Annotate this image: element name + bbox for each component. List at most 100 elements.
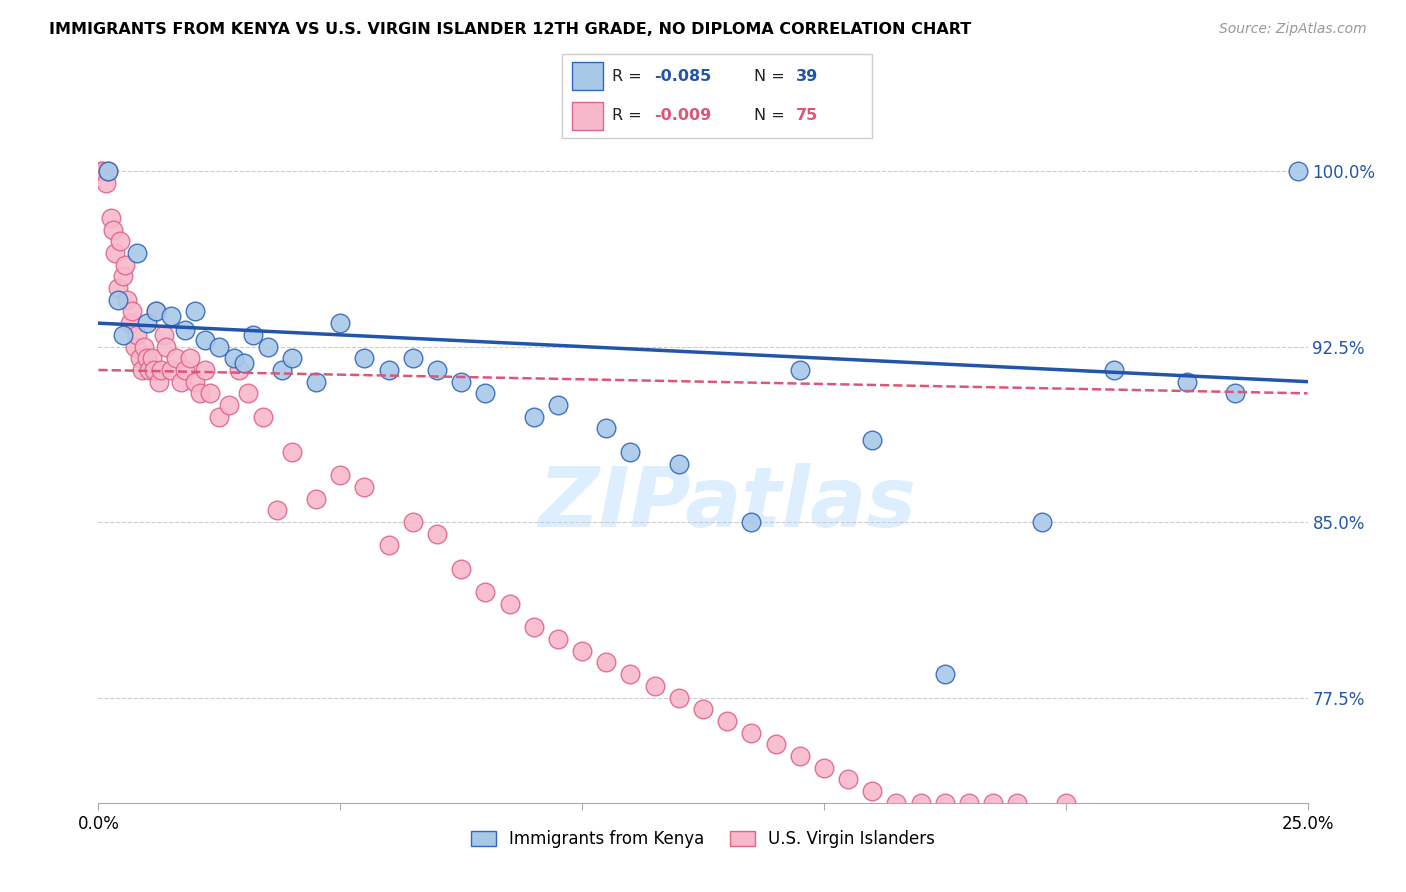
Point xyxy=(107,281,129,295)
Point xyxy=(426,363,449,377)
Point xyxy=(474,585,496,599)
Point xyxy=(934,796,956,810)
Text: N =: N = xyxy=(754,108,790,123)
Point xyxy=(329,468,352,483)
Point xyxy=(353,351,375,366)
Point xyxy=(222,351,245,366)
Point xyxy=(90,164,112,178)
Point xyxy=(242,327,264,342)
Point xyxy=(179,351,201,366)
Point xyxy=(740,725,762,739)
Point xyxy=(266,503,288,517)
Point xyxy=(668,457,690,471)
Point xyxy=(124,340,146,354)
Point xyxy=(813,761,835,775)
Point xyxy=(148,375,170,389)
Text: 75: 75 xyxy=(796,108,818,123)
Point xyxy=(281,351,304,366)
Point xyxy=(135,316,157,330)
Point xyxy=(523,620,546,634)
Point xyxy=(886,796,908,810)
Point xyxy=(160,363,183,377)
Point xyxy=(305,491,328,506)
Point xyxy=(474,386,496,401)
Point xyxy=(143,363,166,377)
Point xyxy=(1007,796,1029,810)
Point xyxy=(184,304,207,318)
Point xyxy=(184,375,207,389)
Point xyxy=(789,363,811,377)
Text: R =: R = xyxy=(612,108,647,123)
Point xyxy=(1102,363,1125,377)
Point xyxy=(934,667,956,681)
Text: IMMIGRANTS FROM KENYA VS U.S. VIRGIN ISLANDER 12TH GRADE, NO DIPLOMA CORRELATION: IMMIGRANTS FROM KENYA VS U.S. VIRGIN ISL… xyxy=(49,22,972,37)
Point xyxy=(152,327,174,342)
Point xyxy=(155,340,177,354)
Point xyxy=(252,409,274,424)
Point xyxy=(644,679,666,693)
Point xyxy=(547,632,569,646)
Point xyxy=(165,351,187,366)
Point xyxy=(1223,386,1246,401)
Point xyxy=(402,515,425,529)
Point xyxy=(228,363,250,377)
Point xyxy=(174,323,197,337)
Point xyxy=(208,340,231,354)
Point xyxy=(108,234,131,248)
Point xyxy=(571,644,593,658)
Point xyxy=(1175,375,1198,389)
Text: -0.085: -0.085 xyxy=(654,69,711,84)
Point xyxy=(141,351,163,366)
FancyBboxPatch shape xyxy=(562,54,872,138)
Point xyxy=(450,375,472,389)
Point xyxy=(619,667,641,681)
Point xyxy=(150,363,173,377)
Point xyxy=(104,246,127,260)
Point xyxy=(107,293,129,307)
Point xyxy=(377,363,399,377)
Point xyxy=(860,784,883,798)
Point xyxy=(740,515,762,529)
Point xyxy=(957,796,980,810)
Point xyxy=(595,421,617,435)
Point xyxy=(134,340,156,354)
Point xyxy=(127,246,149,260)
Point xyxy=(232,356,254,370)
Point xyxy=(138,363,160,377)
Point xyxy=(1286,164,1309,178)
Point xyxy=(101,222,124,236)
Text: Source: ZipAtlas.com: Source: ZipAtlas.com xyxy=(1219,22,1367,37)
Point xyxy=(160,309,183,323)
Point xyxy=(281,445,304,459)
Legend: Immigrants from Kenya, U.S. Virgin Islanders: Immigrants from Kenya, U.S. Virgin Islan… xyxy=(464,824,942,855)
Point xyxy=(692,702,714,716)
Text: ZIPatlas: ZIPatlas xyxy=(538,463,917,543)
Point xyxy=(765,737,787,751)
Point xyxy=(619,445,641,459)
Point xyxy=(128,351,150,366)
Point xyxy=(97,164,120,178)
Point xyxy=(194,333,217,347)
Point xyxy=(94,176,117,190)
Point xyxy=(131,363,153,377)
Point xyxy=(194,363,217,377)
Point xyxy=(256,340,278,354)
Point xyxy=(121,304,143,318)
Point xyxy=(169,375,191,389)
Point xyxy=(595,656,617,670)
Point xyxy=(426,526,449,541)
Point xyxy=(837,772,859,787)
Point xyxy=(329,316,352,330)
Point xyxy=(402,351,425,366)
Point xyxy=(450,562,472,576)
Point xyxy=(547,398,569,412)
Bar xyxy=(572,62,603,90)
Point xyxy=(145,304,167,318)
Text: N =: N = xyxy=(754,69,790,84)
Point xyxy=(174,363,197,377)
Point xyxy=(111,269,134,284)
Point xyxy=(789,749,811,764)
Text: R =: R = xyxy=(612,69,647,84)
Point xyxy=(91,164,114,178)
Point xyxy=(117,293,139,307)
